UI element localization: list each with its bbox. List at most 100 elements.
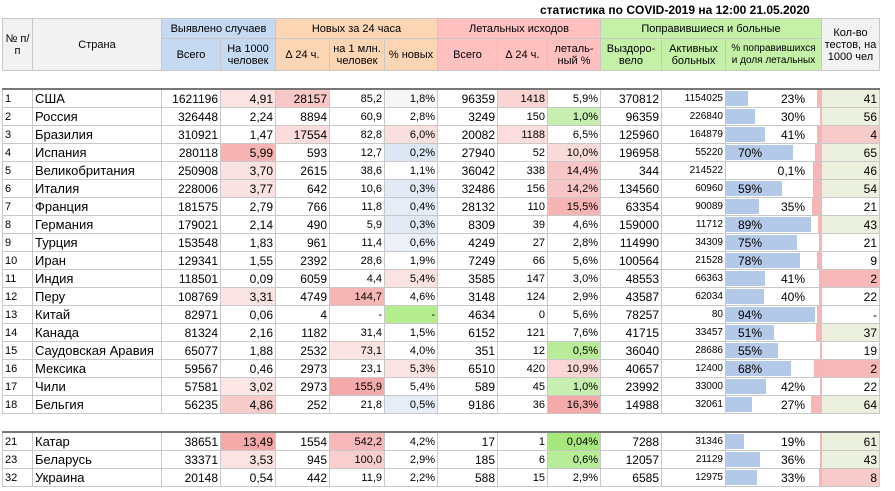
- header-active: Активных больных: [661, 38, 726, 71]
- recovered-share-bar: [726, 145, 793, 160]
- spacer-cell: [726, 414, 822, 433]
- recovered-share-value: 23%: [780, 91, 805, 106]
- country-name: Иран: [32, 251, 162, 270]
- deaths-24h: 147: [497, 269, 548, 288]
- total-cases: 310921: [161, 125, 221, 144]
- new-pct: 0,2%: [384, 143, 438, 162]
- spacer-cell: [498, 71, 548, 90]
- row-no: 23: [2, 450, 33, 469]
- recovered: 40657: [600, 359, 662, 378]
- recovered: 159000: [600, 215, 662, 234]
- new-24h: 8894: [275, 107, 330, 126]
- spacer-cell: [438, 414, 498, 433]
- tests-per-1000: 54: [821, 179, 880, 198]
- country-name: Перу: [32, 287, 162, 306]
- row-no: 12: [2, 287, 33, 306]
- recovered-share-bar: [726, 235, 798, 250]
- tests-per-1000: 19: [821, 341, 880, 360]
- spacer-cell: [3, 414, 33, 433]
- recovered-share: 59%: [725, 179, 822, 198]
- deaths-total: 7249: [437, 251, 498, 270]
- spacer-row: [3, 414, 880, 433]
- country-name: Италия: [32, 179, 162, 198]
- recovered-share-value: 19%: [780, 434, 805, 449]
- recovered: 114990: [600, 233, 662, 252]
- new-pct: 4,0%: [384, 341, 438, 360]
- recovered-share: 35%: [725, 197, 822, 216]
- header-per1000: На 1000 человек: [220, 38, 276, 71]
- table-row: 1 США 1621196 4,91 28157 85,2 1,8% 96359 1418 5,9…: [2, 88, 880, 108]
- row-no: 11: [2, 269, 33, 288]
- tests-per-1000: 41: [821, 88, 880, 108]
- row-no: 2: [2, 107, 33, 126]
- lethal-pct: 10,9%: [547, 359, 601, 378]
- cases-per-1000: 2,14: [220, 215, 276, 234]
- cases-per-1000: 3,02: [220, 377, 276, 396]
- deaths-24h: 110: [497, 197, 548, 216]
- recovered-share: 78%: [725, 251, 822, 270]
- spacer-cell: [221, 71, 276, 90]
- recovered: 7288: [600, 431, 662, 451]
- deaths-total: 3148: [437, 287, 498, 306]
- table-row: 5 Великобритания 250908 3,70 2615 38,6 1,1% 360…: [2, 161, 880, 180]
- cases-per-1000: 2,24: [220, 107, 276, 126]
- country-name: Катар: [32, 431, 162, 451]
- deaths-total: 20082: [437, 125, 498, 144]
- recovered: 63354: [600, 197, 662, 216]
- spacer-cell: [3, 71, 33, 90]
- active-cases: 55220: [661, 143, 726, 162]
- country-name: Бельгия: [32, 395, 162, 414]
- recovered-share-bar: [726, 253, 801, 268]
- active-cases: 34309: [661, 233, 726, 252]
- cases-per-1000: 4,86: [220, 395, 276, 414]
- new-24h: 2973: [275, 377, 330, 396]
- recovered: 100564: [600, 251, 662, 270]
- deaths-24h: 39: [497, 215, 548, 234]
- spacer-cell: [276, 414, 330, 433]
- deaths-total: 588: [437, 468, 498, 487]
- deaths-24h: 15: [497, 468, 548, 487]
- cases-per-1000: 1,83: [220, 233, 276, 252]
- new-24h: 4: [275, 305, 330, 324]
- recovered-share-value: 59%: [738, 181, 763, 196]
- lethal-share-bar: [814, 360, 821, 377]
- total-cases: 129341: [161, 251, 221, 270]
- deaths-total: 28132: [437, 197, 498, 216]
- lethal-share-bar: [819, 234, 821, 251]
- country-name: США: [32, 88, 162, 108]
- deaths-total: 6510: [437, 359, 498, 378]
- country-name: Турция: [32, 233, 162, 252]
- recovered: 370812: [600, 88, 662, 108]
- recovered-share-value: 94%: [738, 307, 763, 322]
- lethal-share-bar: [817, 252, 821, 269]
- new-pct: 2,2%: [384, 468, 438, 487]
- recovered-share: 55%: [725, 341, 822, 360]
- new-per-1m: 12,7: [329, 143, 385, 162]
- lethal-share-bar: [819, 288, 821, 305]
- tests-per-1000: 21: [821, 197, 880, 216]
- table-row: 9 Турция 153548 1,83 961 11,4 0,6% 4249 27 2,8% 11…: [2, 233, 880, 252]
- lethal-share-bar: [817, 126, 821, 143]
- tests-per-1000: 22: [821, 287, 880, 306]
- recovered-share-bar: [726, 307, 816, 322]
- tests-per-1000: 61: [821, 431, 880, 451]
- tests-per-1000: -: [821, 305, 880, 324]
- total-cases: 81324: [161, 323, 221, 342]
- active-cases: 214522: [661, 161, 726, 180]
- table-row: 23 Беларусь 33371 3,53 945 100,0 2,9% 185 6 0,6% 1…: [2, 450, 880, 469]
- recovered-share: 94%: [725, 305, 822, 324]
- new-pct: 6,0%: [384, 125, 438, 144]
- header-no: № п/п: [2, 18, 33, 71]
- header-deaths-total: Всего: [437, 38, 498, 71]
- new-per-1m: 542,2: [329, 431, 385, 451]
- recovered-share: 27%: [725, 395, 822, 414]
- new-24h: 17554: [275, 125, 330, 144]
- deaths-24h: 1: [497, 431, 548, 451]
- new-pct: 4,2%: [384, 431, 438, 451]
- row-no: 1: [2, 88, 33, 108]
- tests-per-1000: 64: [821, 395, 880, 414]
- spacer-cell: [548, 71, 601, 90]
- header-country: Страна: [32, 18, 162, 71]
- row-no: 18: [2, 395, 33, 414]
- new-24h: 642: [275, 179, 330, 198]
